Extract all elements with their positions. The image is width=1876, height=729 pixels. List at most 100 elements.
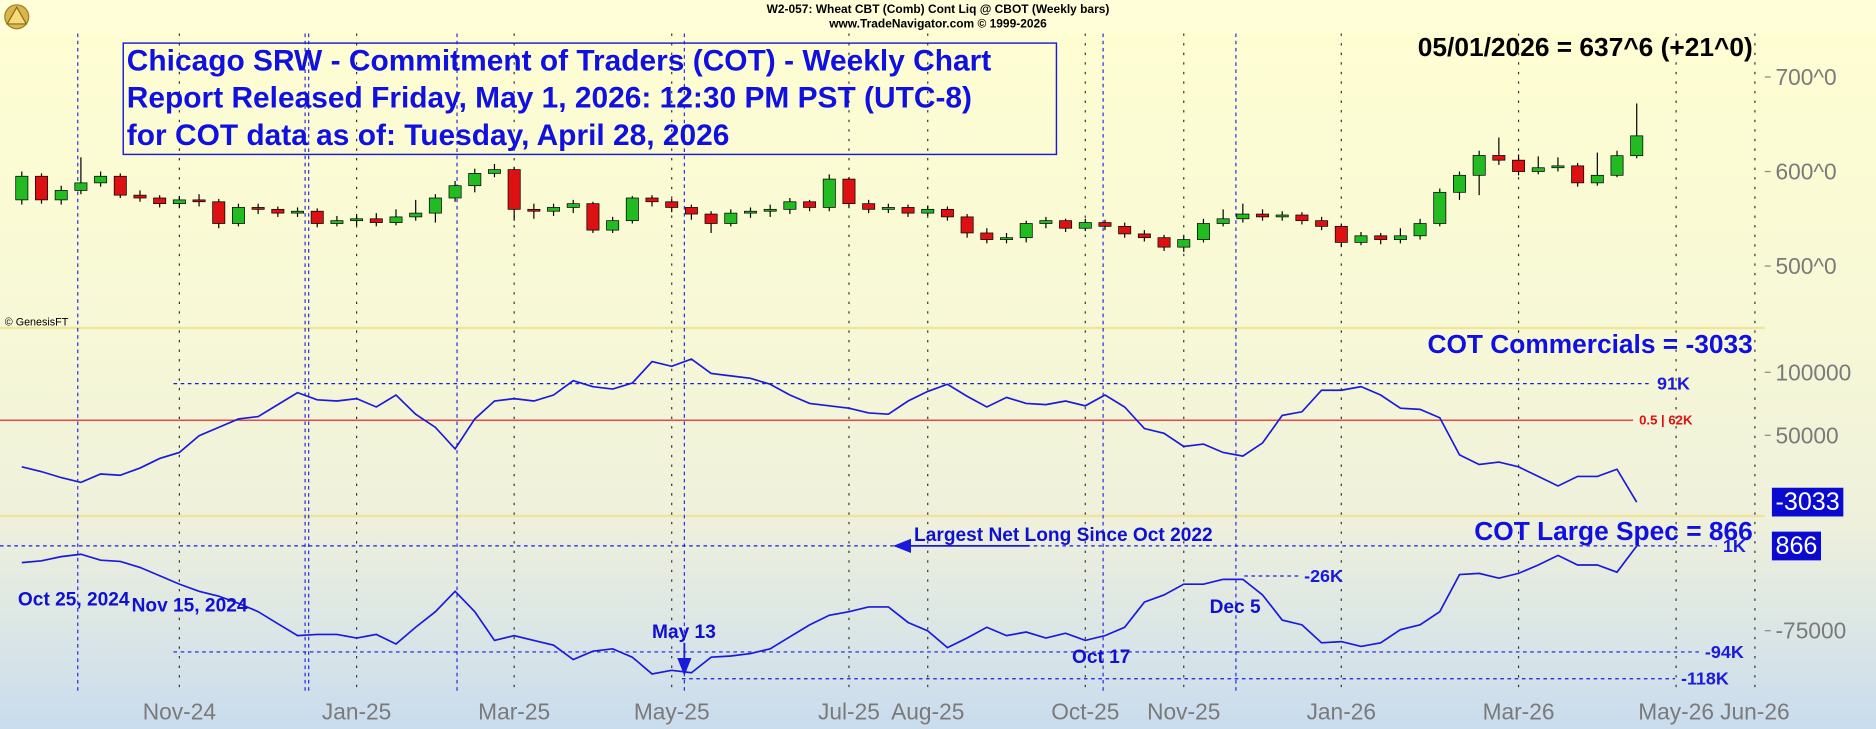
candle-body [310, 210, 324, 224]
last-value-label: -3033 [1776, 488, 1840, 516]
x-tick-label: Jul-25 [818, 698, 880, 724]
grid [0, 33, 1756, 695]
title-box [122, 42, 1058, 156]
candle-body [15, 175, 29, 201]
candle-body [1393, 235, 1407, 240]
candle-body [291, 210, 304, 214]
date-markers [77, 33, 1237, 695]
source-line: W2-057: Wheat CBT (Comb) Cont Liq @ CBOT… [767, 2, 1110, 16]
candle-body [1275, 214, 1289, 218]
candle-body [153, 197, 167, 205]
x-tick-label: May-26 [1638, 698, 1714, 724]
candle-body [488, 169, 501, 174]
candle-body [35, 175, 48, 201]
x-tick-label: Jun-26 [1720, 698, 1789, 724]
candle-body [1295, 214, 1309, 222]
y-tick-label: -75000 [1776, 618, 1847, 644]
candle-body [389, 216, 403, 223]
candle-body [251, 207, 265, 210]
series-line [21, 358, 1638, 503]
candle-body [448, 185, 462, 199]
candle-body [94, 175, 108, 184]
candle-body [881, 207, 895, 210]
annotation: Largest Net Long Since Oct 2022 [914, 525, 1213, 546]
x-tick-label: Nov-25 [1147, 698, 1220, 724]
candle-body [231, 207, 245, 224]
x-tick-label: Nov-24 [143, 698, 216, 724]
candle-body [586, 203, 600, 231]
candle-body [921, 208, 935, 214]
candle-body [1019, 223, 1033, 239]
panel-title: COT Large Spec = 866 [1474, 516, 1753, 546]
candle-body [1039, 220, 1053, 224]
candle-body [133, 194, 147, 199]
panel-title: COT Commercials = -3033 [1427, 329, 1752, 359]
candle-body [1216, 218, 1230, 224]
last-value-label: 866 [1776, 532, 1818, 560]
candle-body [724, 212, 738, 224]
candle-body [1354, 235, 1368, 243]
candle-body [842, 178, 856, 205]
title-line: Report Released Friday, May 1, 2026: 12:… [127, 82, 972, 115]
candle-body [369, 218, 383, 223]
candle-body [566, 203, 580, 208]
candle-body [428, 197, 442, 214]
x-tick-label: Mar-26 [1483, 698, 1555, 724]
candle-body [409, 212, 423, 218]
candle-body [1492, 155, 1506, 161]
candle-body [212, 201, 226, 224]
candle-body [54, 190, 68, 201]
candle-body [606, 220, 620, 231]
candle-body [803, 201, 817, 208]
candle-body [1571, 165, 1585, 184]
annotation: Nov 15, 2024 [132, 596, 248, 617]
candle-body [1236, 213, 1250, 220]
candle-body [901, 207, 915, 214]
plot [15, 103, 1644, 675]
candle-body [684, 207, 698, 215]
last-value-box [1771, 531, 1822, 561]
x-tick-label: Mar-25 [478, 698, 550, 724]
candle-body [1551, 165, 1565, 169]
candle-body [1433, 191, 1447, 224]
candle-body [271, 208, 285, 214]
source-line: www.TradeNavigator.com © 1999-2026 [828, 17, 1047, 31]
candle-body [1256, 213, 1269, 218]
candle-body [527, 208, 541, 212]
candle-body [1000, 237, 1013, 240]
last-price: 05/01/2026 = 637^6 (+21^0) [1418, 32, 1753, 62]
reference-label: 91K [1657, 374, 1690, 394]
candle-body [507, 169, 521, 210]
candle-body [192, 199, 206, 203]
candle-body [1472, 155, 1486, 176]
candle-body [1177, 239, 1191, 248]
title-line: for COT data as of: Tuesday, April 28, 2… [127, 119, 730, 152]
candle-body [1630, 135, 1644, 157]
candle-body [1196, 223, 1210, 240]
reference-label: 0.5 | 62K [1639, 413, 1693, 428]
candle-body [468, 173, 482, 187]
candle-body [783, 201, 797, 210]
title-line: Chicago SRW - Commitment of Traders (COT… [127, 45, 991, 78]
candle-body [1157, 237, 1171, 248]
candle-body [1610, 155, 1624, 176]
candle-body [330, 220, 344, 224]
header-band [0, 0, 1876, 34]
candle-body [980, 232, 994, 240]
candle-body [645, 197, 659, 203]
annotation: May 13 [652, 622, 716, 643]
candle-body [1590, 174, 1604, 184]
candle-body [350, 218, 364, 222]
x-tick-label: Jan-26 [1307, 698, 1376, 724]
x-tick-label: Oct-25 [1051, 698, 1119, 724]
candle-body [862, 203, 876, 210]
candle-body [1137, 233, 1151, 239]
x-tick-label: May-25 [634, 698, 710, 724]
y-tick-label: 50000 [1776, 422, 1839, 448]
reference-label: -26K [1304, 566, 1343, 586]
candle-body [763, 208, 777, 212]
candle-body [940, 208, 954, 218]
candle-body [1059, 220, 1073, 229]
